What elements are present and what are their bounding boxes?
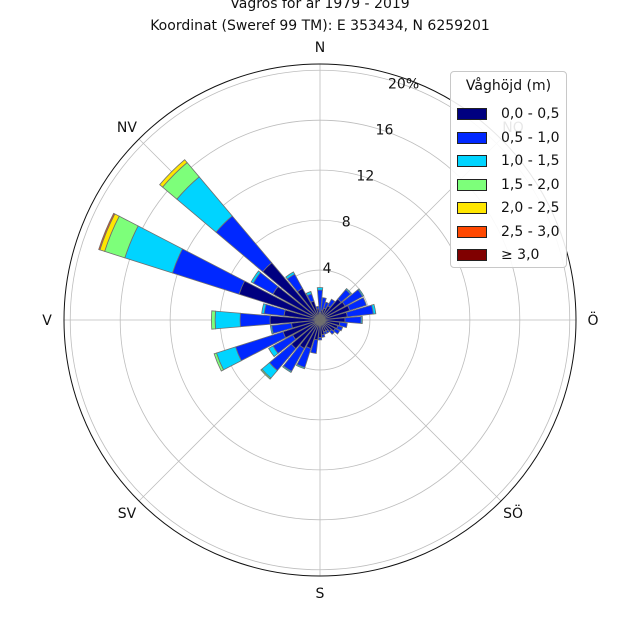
radial-tick-label: 8 <box>342 215 351 231</box>
rose-sector-bar <box>210 310 216 330</box>
chart-title: Vågros för år 1979 - 2019 <box>230 0 410 12</box>
radial-tick-label: 16 <box>376 122 394 138</box>
legend-item: 1,0 - 1,5 <box>457 152 559 170</box>
rose-sector-bar <box>371 303 377 315</box>
direction-label: V <box>42 313 52 329</box>
rose-sectors <box>98 159 377 380</box>
legend-swatch <box>457 131 487 144</box>
rose-sector-bar <box>347 297 367 312</box>
rose-sector-bar <box>323 330 328 335</box>
rose-sector-bar <box>336 325 344 332</box>
rose-sector-bar <box>285 271 296 280</box>
chart-subtitle: Koordinat (Sweref 99 TM): E 353434, N 62… <box>150 18 490 34</box>
rose-sector-bar <box>310 338 319 354</box>
legend-label: 0,0 - 0,5 <box>501 106 560 122</box>
grid-spoke <box>319 319 502 502</box>
rose-sector-bar <box>260 368 272 380</box>
legend-label: 1,0 - 1,5 <box>501 153 560 169</box>
rose-sector-bar <box>171 248 246 295</box>
rose-sector-bar <box>98 212 116 251</box>
direction-label: SÖ <box>503 504 523 522</box>
legend-item: 2,0 - 2,5 <box>457 199 559 217</box>
rose-sector-bar <box>261 303 267 315</box>
rose-sector-bar <box>323 301 330 310</box>
legend-label: 0,5 - 1,0 <box>501 129 560 146</box>
legend-swatch <box>457 202 487 214</box>
legend-label: 2,5 - 3,0 <box>501 223 560 240</box>
direction-label: NV <box>117 120 137 136</box>
rose-sector-bar <box>357 288 365 297</box>
radial-tick-label: 20% <box>388 76 419 92</box>
legend-item: ≥ 3,0 <box>457 246 539 264</box>
rose-sector-bar <box>345 287 353 295</box>
rose-sector-bar <box>338 321 348 329</box>
rose-sector-bar <box>269 324 274 335</box>
legend-label: 2,0 - 2,5 <box>501 200 560 216</box>
rose-sector-bar <box>316 287 324 291</box>
legend-item: 1,5 - 2,0 <box>457 176 559 194</box>
legend-swatch <box>457 155 487 167</box>
direction-label: SV <box>118 506 137 522</box>
rose-sector-bar <box>282 365 293 374</box>
radial-tick-label: 4 <box>323 261 332 277</box>
direction-label: N <box>315 40 325 56</box>
rose-sector-bar <box>250 270 262 284</box>
legend-label: ≥ 3,0 <box>501 247 540 263</box>
rose-sector-bar <box>214 310 241 330</box>
legend-swatch <box>457 108 487 120</box>
polar-frame <box>63 63 577 577</box>
rose-sector-bar <box>321 333 326 338</box>
radial-tick-label: 12 <box>356 169 374 185</box>
direction-label: S <box>316 586 325 602</box>
direction-label: Ö <box>587 311 598 329</box>
rose-sector-bar <box>360 315 363 325</box>
legend-label: 1,5 - 2,0 <box>501 176 560 193</box>
rose-sector-bar <box>305 290 313 297</box>
rose-sector-bar <box>239 312 271 328</box>
rose-sector-bar <box>317 336 323 341</box>
rose-sector-bar <box>159 159 188 188</box>
legend-item: 2,5 - 3,0 <box>457 223 559 241</box>
rose-sector-bar <box>333 327 341 335</box>
rose-sector-bar <box>329 329 335 335</box>
rose-sector-bar <box>295 363 306 370</box>
legend-swatch <box>457 178 487 191</box>
rose-sector-bar <box>315 305 320 310</box>
legend-title: Våghöjd (m) <box>465 78 552 94</box>
rose-sector-bar <box>213 352 225 372</box>
rose-sector-bar <box>320 297 327 311</box>
radial-tick-labels: 4 8 12 16 20% <box>323 76 419 277</box>
rose-sector-bar <box>344 316 362 324</box>
rose-sector-bar <box>327 298 336 308</box>
outer-circle <box>63 63 577 577</box>
legend-swatch <box>457 225 487 238</box>
legend: Våghöjd (m) 0,0 - 0,5 0,5 - 1,0 1,0 - 1,5 1… <box>450 71 567 268</box>
legend-item: 0,5 - 1,0 <box>457 129 559 147</box>
rose-sector-bar <box>215 215 273 273</box>
legend-item: 0,0 - 0,5 <box>457 105 559 123</box>
rose-sector-bar <box>325 329 330 334</box>
legend-swatch <box>457 249 487 261</box>
rose-sector-bar <box>268 345 279 358</box>
